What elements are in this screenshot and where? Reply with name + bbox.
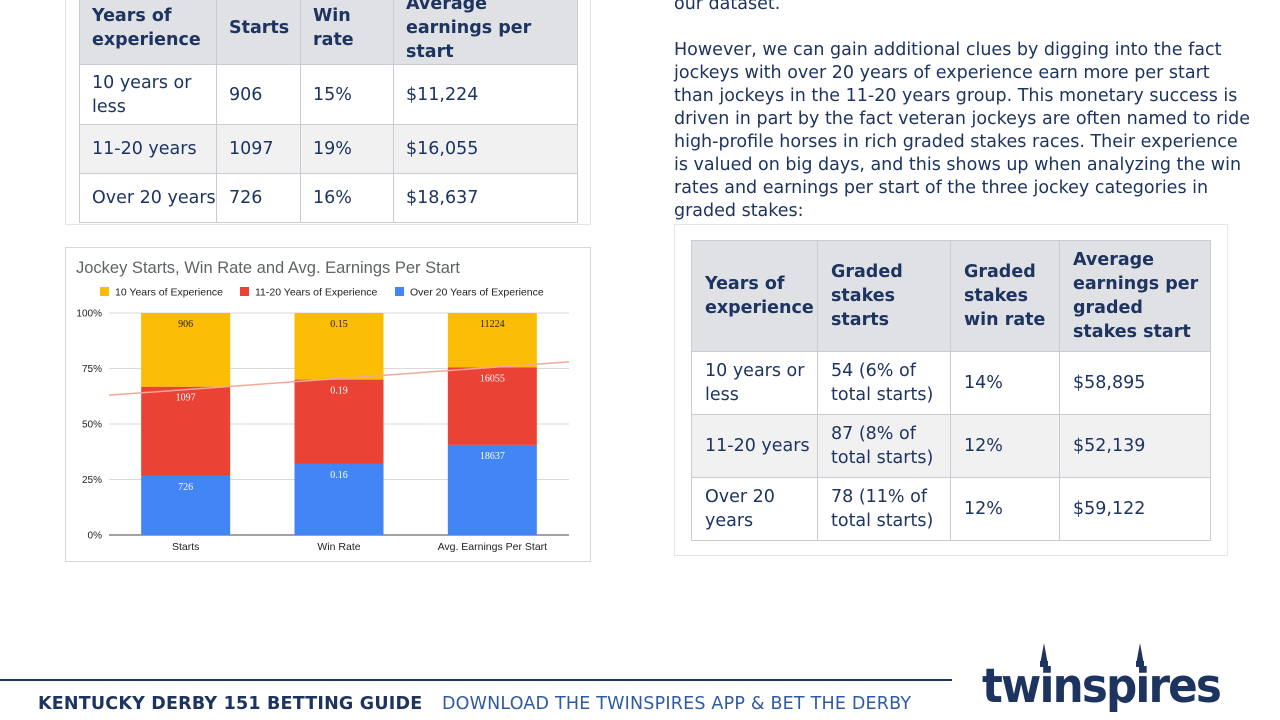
table-row: 11-20 years 87 (8% of total starts) 12% … bbox=[691, 414, 1211, 478]
data-label: 0.15 bbox=[330, 319, 348, 330]
cell-graded-earnings: $58,895 bbox=[1059, 351, 1211, 415]
header-years: Years of experience bbox=[79, 0, 217, 65]
footer: KENTUCKY DERBY 151 BETTING GUIDE DOWNLOA… bbox=[38, 694, 911, 714]
cell-starts: 1097 bbox=[216, 124, 301, 174]
chart-card: Jockey Starts, Win Rate and Avg. Earning… bbox=[65, 247, 591, 562]
header-starts: Starts bbox=[216, 0, 301, 65]
table-row: 11-20 years 1097 19% $16,055 bbox=[79, 124, 578, 174]
bar-segment bbox=[294, 463, 384, 535]
chart-title: Jockey Starts, Win Rate and Avg. Earning… bbox=[76, 259, 460, 277]
twinspires-logo[interactable]: twinspires bbox=[980, 640, 1230, 715]
cell-starts: 906 bbox=[216, 64, 301, 125]
graded-stakes-table-card: Years of experience Graded stakes starts… bbox=[674, 224, 1228, 556]
header-avg-earnings: Average earnings per start bbox=[393, 0, 578, 65]
y-tick-label: 50% bbox=[82, 420, 102, 431]
legend-swatch bbox=[240, 287, 249, 296]
table-row: Over 20 years 78 (11% of total starts) 1… bbox=[691, 477, 1211, 541]
table-header-row: Years of experience Graded stakes starts… bbox=[691, 240, 1211, 352]
cell-earnings: $18,637 bbox=[393, 173, 578, 223]
cell-years: 11-20 years bbox=[79, 124, 217, 174]
legend-swatch bbox=[395, 287, 404, 296]
bar-segment bbox=[294, 313, 384, 380]
data-label: 0.16 bbox=[330, 470, 348, 481]
table-header-row: Years of experience Starts Win rate Aver… bbox=[79, 0, 578, 65]
data-label: 16055 bbox=[480, 373, 505, 384]
article-text: our dataset. However, we can gain additi… bbox=[674, 0, 1254, 223]
header-years: Years of experience bbox=[691, 240, 818, 352]
cell-graded-win-rate: 14% bbox=[950, 351, 1060, 415]
trendline bbox=[108, 361, 570, 396]
bar-segment bbox=[141, 313, 231, 387]
cell-years: 10 years or less bbox=[691, 351, 818, 415]
x-tick-label: Avg. Earnings Per Start bbox=[438, 541, 548, 553]
footer-title: KENTUCKY DERBY 151 BETTING GUIDE bbox=[38, 694, 423, 714]
footer-download-link[interactable]: DOWNLOAD THE TWINSPIRES APP & BET THE DE… bbox=[441, 694, 912, 714]
cell-graded-earnings: $59,122 bbox=[1059, 477, 1211, 541]
cell-graded-win-rate: 12% bbox=[950, 477, 1060, 541]
data-label: 18637 bbox=[480, 451, 505, 462]
bar-segment bbox=[447, 367, 537, 445]
bar-segment bbox=[294, 379, 384, 464]
experience-table: Years of experience Starts Win rate Aver… bbox=[79, 0, 578, 223]
cell-years: 10 years or less bbox=[79, 64, 217, 125]
cell-graded-starts: 78 (11% of total starts) bbox=[817, 477, 951, 541]
cell-years: Over 20 years bbox=[691, 477, 818, 541]
footer-divider bbox=[0, 679, 952, 681]
header-graded-earnings: Average earnings per graded stakes start bbox=[1059, 240, 1211, 352]
y-tick-label: 75% bbox=[82, 364, 102, 375]
legend-label: Over 20 Years of Experience bbox=[410, 287, 544, 299]
header-graded-win-rate: Graded stakes win rate bbox=[950, 240, 1060, 352]
experience-table-card: Years of experience Starts Win rate Aver… bbox=[65, 0, 591, 225]
data-label: 0.19 bbox=[330, 386, 348, 397]
cell-graded-earnings: $52,139 bbox=[1059, 414, 1211, 478]
bar-segment bbox=[141, 475, 231, 535]
bar-segment bbox=[141, 386, 231, 476]
cell-years: Over 20 years bbox=[79, 173, 217, 223]
cell-earnings: $11,224 bbox=[393, 64, 578, 125]
bar-segment bbox=[447, 444, 537, 535]
cell-starts: 726 bbox=[216, 173, 301, 223]
legend-label: 10 Years of Experience bbox=[115, 287, 223, 299]
y-tick-label: 0% bbox=[88, 531, 103, 542]
stacked-bar-chart: Jockey Starts, Win Rate and Avg. Earning… bbox=[76, 259, 570, 553]
logo-wordmark: twinspires bbox=[982, 659, 1220, 714]
y-tick-label: 100% bbox=[76, 309, 102, 320]
legend-swatch bbox=[100, 287, 109, 296]
cell-graded-win-rate: 12% bbox=[950, 414, 1060, 478]
y-tick-label: 25% bbox=[82, 475, 102, 486]
header-graded-starts: Graded stakes starts bbox=[817, 240, 951, 352]
table-row: Over 20 years 726 16% $18,637 bbox=[79, 173, 578, 223]
cell-graded-starts: 87 (8% of total starts) bbox=[817, 414, 951, 478]
cell-win-rate: 15% bbox=[300, 64, 394, 125]
bar-segment bbox=[447, 313, 537, 368]
data-label: 1097 bbox=[176, 393, 196, 404]
data-label: 726 bbox=[178, 482, 193, 493]
x-tick-label: Win Rate bbox=[317, 541, 360, 553]
spire-icon bbox=[1040, 643, 1144, 667]
x-tick-label: Starts bbox=[172, 541, 199, 553]
graded-stakes-table: Years of experience Graded stakes starts… bbox=[691, 240, 1211, 541]
header-win-rate: Win rate bbox=[300, 0, 394, 65]
table-row: 10 years or less 906 15% $11,224 bbox=[79, 64, 578, 125]
cell-graded-starts: 54 (6% of total starts) bbox=[817, 351, 951, 415]
legend-label: 11-20 Years of Experience bbox=[255, 287, 378, 299]
table-row: 10 years or less 54 (6% of total starts)… bbox=[691, 351, 1211, 415]
data-label: 906 bbox=[178, 319, 193, 330]
cell-earnings: $16,055 bbox=[393, 124, 578, 174]
cell-win-rate: 19% bbox=[300, 124, 394, 174]
data-label: 11224 bbox=[480, 319, 505, 330]
paragraph: our dataset. bbox=[674, 0, 781, 14]
cell-win-rate: 16% bbox=[300, 173, 394, 223]
paragraph: However, we can gain additional clues by… bbox=[674, 40, 1251, 221]
cell-years: 11-20 years bbox=[691, 414, 818, 478]
